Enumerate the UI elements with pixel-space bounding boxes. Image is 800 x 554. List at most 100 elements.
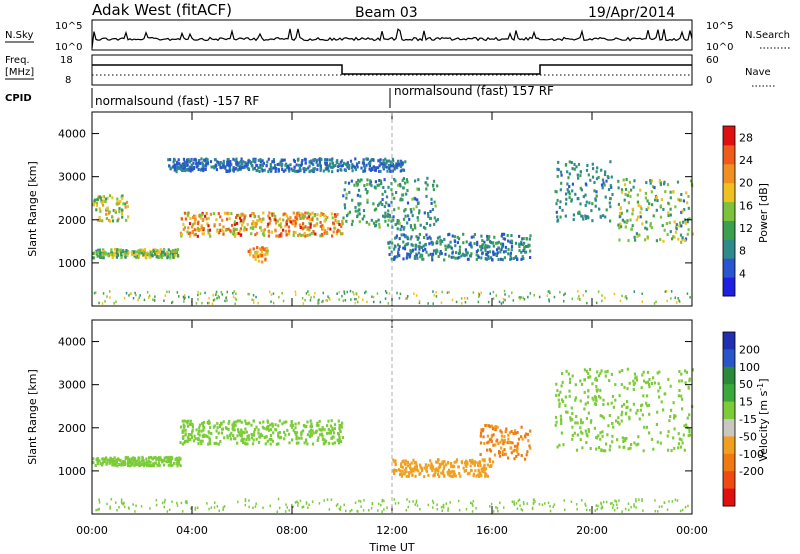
power-point bbox=[226, 160, 229, 164]
power-point bbox=[504, 245, 507, 249]
power-point bbox=[94, 291, 97, 294]
power-point bbox=[492, 290, 495, 294]
power-point bbox=[365, 157, 368, 161]
power-point bbox=[369, 179, 372, 183]
power-point bbox=[370, 218, 373, 222]
power-point bbox=[431, 241, 435, 245]
velocity-point bbox=[184, 433, 187, 437]
velocity-point bbox=[532, 502, 535, 505]
power-point bbox=[287, 225, 290, 229]
power-point bbox=[394, 179, 397, 183]
power-point bbox=[111, 215, 114, 219]
power-point bbox=[533, 294, 535, 297]
power-point bbox=[241, 223, 244, 227]
power-point bbox=[267, 222, 270, 226]
power-point bbox=[374, 166, 377, 170]
power-point bbox=[250, 212, 254, 216]
velocity-point bbox=[149, 460, 152, 464]
velocity-point bbox=[101, 461, 105, 465]
power-point bbox=[461, 252, 465, 256]
power-point bbox=[603, 183, 606, 187]
power-point bbox=[556, 174, 559, 178]
power-point bbox=[373, 185, 376, 189]
velocity-point bbox=[457, 499, 460, 503]
power-point bbox=[240, 157, 243, 161]
power-point bbox=[565, 192, 568, 196]
velocity-point bbox=[508, 431, 511, 435]
velocity-point bbox=[451, 469, 454, 473]
velocity-point bbox=[165, 460, 168, 464]
velocity-point bbox=[523, 502, 525, 506]
power-point bbox=[299, 168, 302, 171]
velocity-point bbox=[641, 373, 644, 377]
power-point bbox=[327, 295, 329, 298]
velocity-point bbox=[244, 442, 247, 446]
power-point bbox=[242, 228, 245, 232]
velocity-point bbox=[330, 498, 333, 501]
velocity-point bbox=[455, 458, 459, 462]
power-point bbox=[104, 197, 108, 201]
velocity-point bbox=[656, 440, 659, 444]
power-point bbox=[402, 186, 405, 190]
power-point bbox=[619, 222, 622, 226]
power-point bbox=[296, 169, 299, 173]
power-point bbox=[394, 245, 397, 249]
power-point bbox=[124, 202, 127, 206]
power-point bbox=[402, 257, 405, 261]
velocity-point bbox=[482, 435, 485, 439]
power-point bbox=[116, 197, 119, 201]
power-point bbox=[410, 225, 413, 229]
power-point bbox=[386, 159, 389, 163]
power-point bbox=[685, 191, 688, 195]
velocity-point bbox=[98, 459, 101, 463]
power-point bbox=[587, 173, 590, 177]
velocity-point bbox=[594, 377, 597, 381]
velocity-point bbox=[294, 501, 297, 504]
velocity-point bbox=[240, 420, 243, 424]
freq-tick-top: 18 bbox=[60, 55, 73, 66]
power-point bbox=[320, 232, 323, 236]
velocity-point bbox=[277, 442, 280, 446]
power-point bbox=[208, 296, 210, 300]
power-point bbox=[172, 160, 175, 164]
velocity-point bbox=[442, 504, 445, 507]
power-point bbox=[365, 220, 368, 224]
power-point bbox=[126, 253, 129, 257]
power-point bbox=[518, 243, 521, 247]
velocity-point bbox=[406, 460, 409, 464]
power-point bbox=[396, 291, 398, 295]
power-point bbox=[477, 300, 480, 304]
power-point bbox=[331, 216, 334, 220]
power-point bbox=[229, 229, 232, 233]
velocity-point bbox=[407, 474, 410, 478]
power-point bbox=[314, 292, 316, 295]
power-point bbox=[285, 233, 288, 237]
power-point bbox=[236, 162, 239, 166]
velocity-point bbox=[243, 437, 246, 441]
power-point bbox=[393, 257, 396, 261]
velocity-point bbox=[278, 419, 281, 423]
power-point bbox=[327, 169, 330, 173]
power-point bbox=[188, 231, 192, 235]
power-point bbox=[620, 190, 624, 194]
power-point bbox=[495, 253, 498, 257]
velocity-point bbox=[443, 474, 446, 478]
velocity-point bbox=[599, 414, 602, 418]
velocity-point bbox=[155, 499, 158, 502]
power-point bbox=[191, 168, 194, 172]
velocity-colorbar-tick: 15 bbox=[739, 396, 753, 409]
power-point bbox=[325, 158, 329, 162]
power-point bbox=[172, 255, 175, 259]
power-point bbox=[264, 257, 267, 261]
power-point bbox=[374, 180, 377, 184]
power-point bbox=[436, 218, 439, 222]
power-point bbox=[669, 196, 672, 200]
power-point bbox=[625, 295, 627, 298]
power-point bbox=[249, 214, 252, 218]
power-point bbox=[235, 228, 238, 231]
velocity-point bbox=[146, 463, 149, 467]
velocity-point bbox=[596, 370, 599, 374]
power-point bbox=[217, 212, 220, 216]
power-point bbox=[458, 237, 461, 241]
